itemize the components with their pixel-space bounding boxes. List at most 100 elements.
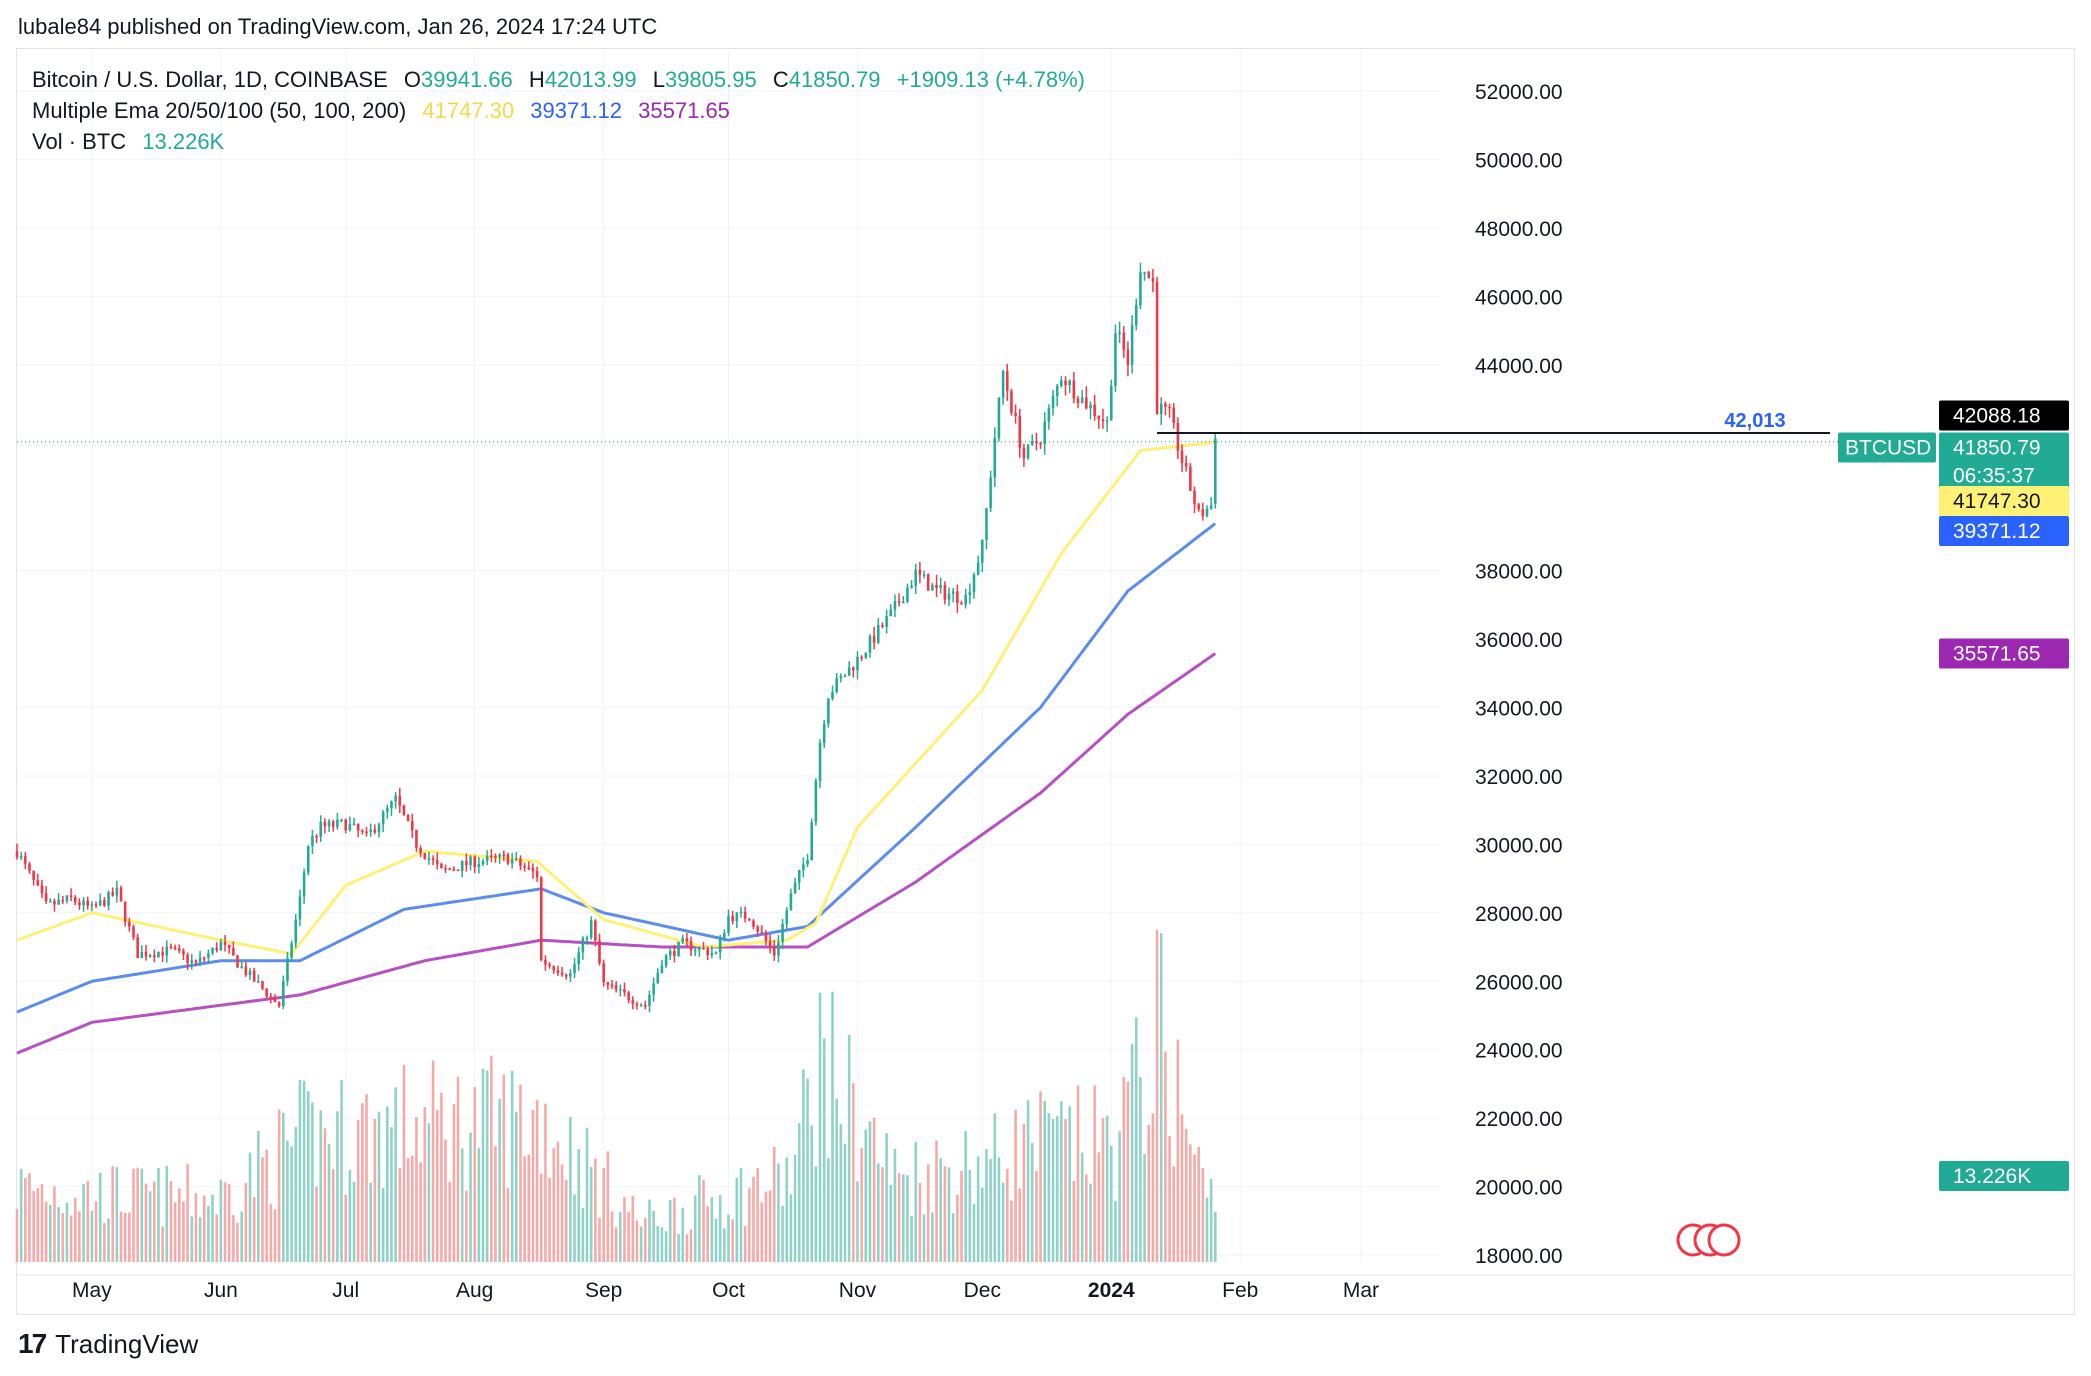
volume-bar xyxy=(98,1172,102,1262)
volume-bar xyxy=(635,1220,639,1262)
candle-body xyxy=(527,867,531,870)
candle-body xyxy=(985,508,988,540)
candle-body xyxy=(173,947,177,950)
volume-bar xyxy=(1043,1100,1047,1262)
volume-bar xyxy=(972,1203,976,1262)
volume-bar xyxy=(752,1176,755,1262)
volume-bar xyxy=(431,1060,435,1262)
volume-bar xyxy=(802,1069,805,1262)
candle-body xyxy=(298,896,302,920)
volume-bar xyxy=(985,1149,988,1262)
volume-bar xyxy=(668,1200,672,1262)
candle-body xyxy=(564,974,568,977)
y-tick-label: 48000.00 xyxy=(1475,218,1563,241)
open-label: O xyxy=(403,67,422,92)
volume-bar xyxy=(444,1139,447,1262)
open-value: 39941.66 xyxy=(421,67,513,92)
volume-bar xyxy=(207,1206,210,1262)
volume-bar xyxy=(698,1175,701,1262)
candle-body xyxy=(48,900,52,903)
candle-body xyxy=(806,860,809,865)
horizontal-line-group: 42,013 xyxy=(17,410,1838,443)
candle-body xyxy=(714,952,718,954)
volume-bar xyxy=(502,1074,506,1262)
volume-bar xyxy=(956,1194,959,1262)
volume-bar xyxy=(423,1107,427,1262)
chart-legend: Bitcoin / U.S. Dollar, 1D, COINBASE O399… xyxy=(32,64,1085,157)
high-label: H xyxy=(528,67,545,92)
candle-body xyxy=(211,947,214,954)
volume-bar xyxy=(273,1209,277,1262)
volume-bar xyxy=(1159,933,1163,1262)
us-flag-event-icon[interactable] xyxy=(1707,1223,1741,1257)
volume-bar xyxy=(1010,1200,1013,1262)
candle-body xyxy=(785,910,789,924)
candle-body xyxy=(1105,420,1109,422)
candle-body xyxy=(435,860,439,864)
tradingview-logo[interactable]: 17 TradingView xyxy=(18,1328,198,1360)
volume-bar xyxy=(901,1174,905,1262)
volume-bar xyxy=(1005,1168,1009,1262)
volume-bar xyxy=(298,1079,302,1262)
candle-body xyxy=(856,656,859,671)
volume-bar xyxy=(581,1208,585,1262)
candle-body xyxy=(1197,504,1200,510)
volume-bar xyxy=(976,1156,980,1262)
candle-body xyxy=(340,819,343,822)
candle-body xyxy=(69,895,73,898)
volume-bar xyxy=(756,1168,759,1262)
volume-bar xyxy=(935,1140,938,1262)
candle-body xyxy=(918,569,922,575)
candle-body xyxy=(1101,419,1105,422)
candle-body xyxy=(881,625,884,627)
candle-body xyxy=(78,902,81,906)
ema-indicator-name[interactable]: Multiple Ema 20/50/100 (50, 100, 200) xyxy=(32,98,407,123)
volume-bar xyxy=(548,1178,551,1262)
candle-body xyxy=(1110,385,1113,421)
volume-bar xyxy=(336,1111,339,1262)
candle-body xyxy=(1139,272,1142,306)
volume-bar xyxy=(639,1226,643,1262)
volume-indicator-name[interactable]: Vol · BTC xyxy=(32,129,127,154)
candle-body xyxy=(373,829,377,833)
candle-body xyxy=(951,591,955,594)
candle-body xyxy=(660,965,664,973)
candle-body xyxy=(1209,505,1213,509)
candle-body xyxy=(519,858,522,866)
volume-bar xyxy=(40,1183,44,1262)
volume-bar xyxy=(136,1167,139,1262)
volume-bar xyxy=(1193,1154,1196,1262)
volume-bar xyxy=(452,1104,456,1262)
volume-bar xyxy=(373,1118,377,1262)
symbol-name[interactable]: Bitcoin / U.S. Dollar, 1D, COINBASE xyxy=(32,67,388,92)
volume-bar xyxy=(123,1212,127,1262)
ema50-line xyxy=(16,440,1216,956)
candle-body xyxy=(860,656,863,659)
price-label-text: 39371.12 xyxy=(1953,520,2041,543)
volume-bar xyxy=(1197,1147,1200,1262)
candle-body xyxy=(852,667,855,671)
volume-bar xyxy=(856,1181,859,1262)
volume-bar xyxy=(710,1197,714,1262)
candle-body xyxy=(419,848,422,854)
candle-body xyxy=(1039,442,1042,445)
candle-body xyxy=(352,823,356,826)
candle-body xyxy=(119,887,123,902)
volume-bar xyxy=(1147,1124,1151,1262)
volume-bar xyxy=(473,1087,476,1262)
price-label-text: 41850.79 xyxy=(1953,436,2041,459)
candle-body xyxy=(589,920,593,938)
volume-bar xyxy=(465,1190,468,1262)
candle-body xyxy=(94,904,98,906)
candle-body xyxy=(61,899,65,902)
volume-bar xyxy=(1164,1051,1167,1262)
candle-body xyxy=(789,893,793,911)
candle-body xyxy=(1172,407,1175,423)
candle-body xyxy=(282,981,285,1007)
candle-body xyxy=(1159,403,1163,414)
candle-body xyxy=(398,795,402,806)
candle-body xyxy=(369,829,372,832)
volume-bar xyxy=(510,1070,514,1262)
volume-bar xyxy=(82,1184,85,1262)
